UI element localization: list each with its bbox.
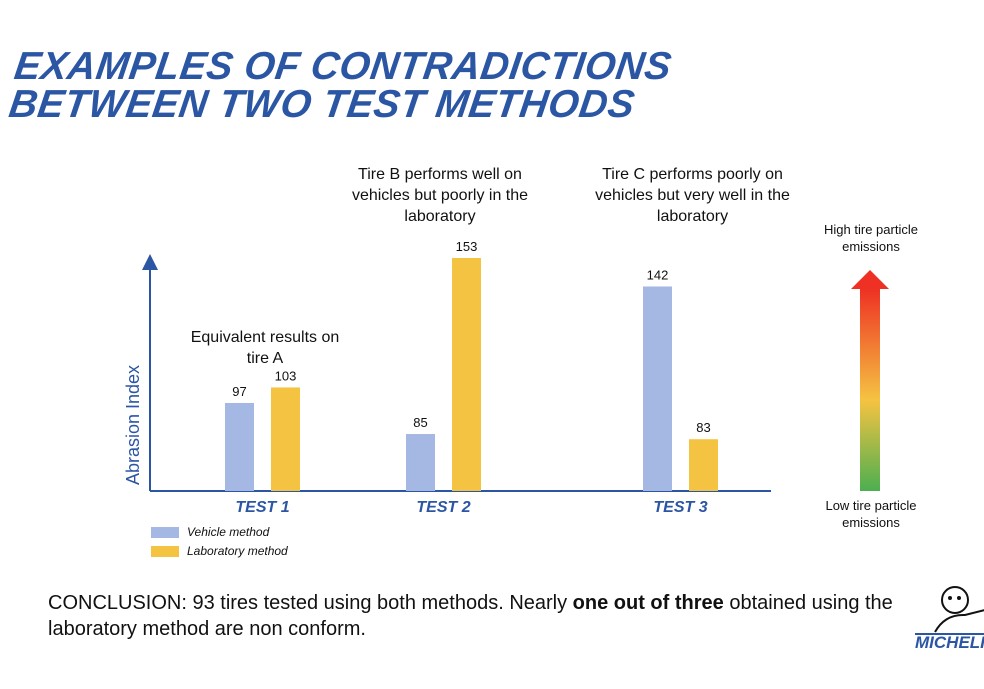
conclusion-pre: CONCLUSION: 93 tires tested using both m… xyxy=(48,592,573,614)
legend-laboratory: Laboratory method xyxy=(151,544,288,558)
annotation-test1: Equivalent results on tire A xyxy=(190,329,340,367)
conclusion-post: obtained using the laboratory method are… xyxy=(48,592,893,640)
legend-label: Vehicle method xyxy=(187,525,270,539)
low-emissions-label: Low tire particle emissions xyxy=(825,498,917,530)
x-tick-label: TEST 1 xyxy=(235,499,289,516)
data-label: 103 xyxy=(275,368,297,383)
legend-swatch xyxy=(151,526,179,538)
data-label: 153 xyxy=(456,239,478,254)
legend-swatch xyxy=(151,545,179,557)
bar-test3-vehicle xyxy=(643,286,672,491)
bar-test3-laboratory xyxy=(689,439,718,491)
data-label: 83 xyxy=(696,420,710,435)
bar-test1-laboratory xyxy=(271,387,300,491)
michelin-logo: MICHELIN xyxy=(915,580,984,655)
emission-scale-bar xyxy=(860,289,880,491)
annotation-test2: Tire B performs well on vehicles but poo… xyxy=(351,166,529,225)
data-label: 142 xyxy=(647,267,669,282)
bar-test2-laboratory xyxy=(452,258,481,491)
x-tick-label: TEST 2 xyxy=(416,499,470,516)
emission-arrow-head xyxy=(851,270,889,289)
high-emissions-label: High tire particle emissions xyxy=(824,222,918,254)
legend-label: Laboratory method xyxy=(187,544,288,558)
annotation-test3: Tire C performs poorly on vehicles but v… xyxy=(595,166,790,225)
logo-text: MICHELIN xyxy=(915,633,984,650)
data-label: 85 xyxy=(413,415,427,430)
data-label: 97 xyxy=(232,384,246,399)
x-tick-label: TEST 3 xyxy=(653,499,707,516)
conclusion-bold: one out of three xyxy=(572,592,724,614)
legend-vehicle: Vehicle method xyxy=(151,525,269,539)
y-axis-label: Abrasion Index xyxy=(123,365,143,485)
bar-test2-vehicle xyxy=(406,434,435,491)
conclusion-text: CONCLUSION: 93 tires tested using both m… xyxy=(48,590,984,642)
bar-test1-vehicle xyxy=(225,402,254,491)
